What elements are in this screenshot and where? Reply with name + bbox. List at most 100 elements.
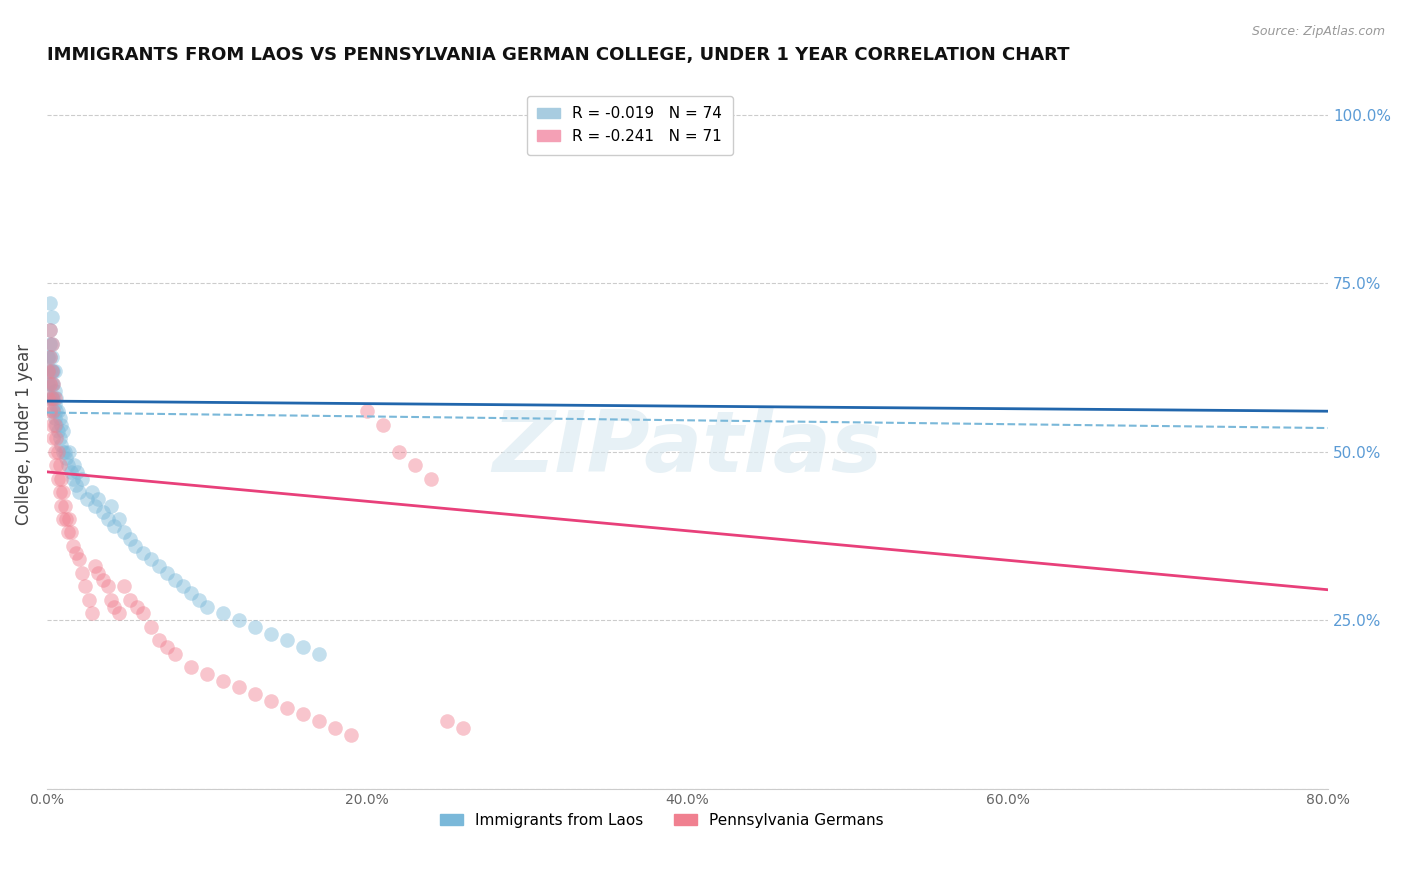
Point <box>39 296 62 310</box>
Point <box>132 607 155 621</box>
Point <box>91 505 114 519</box>
Point <box>51 499 73 513</box>
Point <box>41 364 63 378</box>
Point <box>42 364 65 378</box>
Point <box>66 465 89 479</box>
Point <box>308 714 330 728</box>
Point <box>292 707 315 722</box>
Point <box>163 573 186 587</box>
Point <box>42 377 65 392</box>
Point <box>180 586 202 600</box>
Point <box>70 472 93 486</box>
Point <box>52 425 75 439</box>
Y-axis label: College, Under 1 year: College, Under 1 year <box>15 344 32 525</box>
Point <box>77 592 100 607</box>
Point <box>453 721 475 735</box>
Point <box>148 559 170 574</box>
Point <box>91 573 114 587</box>
Point <box>108 512 131 526</box>
Point <box>44 417 66 432</box>
Point <box>356 404 378 418</box>
Text: IMMIGRANTS FROM LAOS VS PENNSYLVANIA GERMAN COLLEGE, UNDER 1 YEAR CORRELATION CH: IMMIGRANTS FROM LAOS VS PENNSYLVANIA GER… <box>46 46 1070 64</box>
Point <box>48 431 70 445</box>
Point <box>87 491 110 506</box>
Legend: Immigrants from Laos, Pennsylvania Germans: Immigrants from Laos, Pennsylvania Germa… <box>434 806 890 834</box>
Point <box>41 336 63 351</box>
Point <box>55 512 77 526</box>
Point <box>59 525 82 540</box>
Point <box>37 364 59 378</box>
Point <box>42 404 65 418</box>
Point <box>76 491 98 506</box>
Point <box>148 633 170 648</box>
Point <box>112 525 135 540</box>
Point <box>45 391 67 405</box>
Point <box>51 417 73 432</box>
Point <box>51 438 73 452</box>
Point <box>80 607 103 621</box>
Point <box>46 472 69 486</box>
Point <box>228 681 250 695</box>
Point <box>112 579 135 593</box>
Point <box>41 391 63 405</box>
Point <box>58 512 80 526</box>
Point <box>46 444 69 458</box>
Point <box>100 592 122 607</box>
Point <box>39 377 62 392</box>
Point <box>260 626 283 640</box>
Point <box>340 728 363 742</box>
Point <box>45 417 67 432</box>
Point <box>39 351 62 365</box>
Point <box>373 417 395 432</box>
Point <box>243 687 266 701</box>
Point <box>84 559 107 574</box>
Point <box>39 323 62 337</box>
Point <box>46 404 69 418</box>
Text: Source: ZipAtlas.com: Source: ZipAtlas.com <box>1251 25 1385 38</box>
Point <box>44 444 66 458</box>
Point <box>39 404 62 418</box>
Point <box>156 640 179 654</box>
Point <box>103 518 125 533</box>
Point <box>53 444 76 458</box>
Point <box>404 458 426 472</box>
Point <box>75 579 97 593</box>
Point <box>52 485 75 500</box>
Point <box>65 478 87 492</box>
Point <box>39 323 62 337</box>
Point <box>44 364 66 378</box>
Point <box>37 351 59 365</box>
Point <box>39 391 62 405</box>
Point <box>44 391 66 405</box>
Point <box>41 417 63 432</box>
Point <box>67 485 90 500</box>
Point <box>67 552 90 566</box>
Point <box>80 485 103 500</box>
Point <box>42 391 65 405</box>
Point <box>53 499 76 513</box>
Point <box>44 411 66 425</box>
Point <box>42 377 65 392</box>
Point <box>188 592 211 607</box>
Point <box>51 472 73 486</box>
Point <box>108 607 131 621</box>
Point <box>139 620 162 634</box>
Point <box>163 647 186 661</box>
Point <box>39 364 62 378</box>
Point <box>39 336 62 351</box>
Point <box>420 472 443 486</box>
Point <box>62 472 84 486</box>
Point <box>97 579 120 593</box>
Point <box>436 714 458 728</box>
Point <box>97 512 120 526</box>
Point <box>195 599 218 614</box>
Point <box>56 525 79 540</box>
Point <box>41 336 63 351</box>
Point <box>41 310 63 324</box>
Point <box>48 485 70 500</box>
Point <box>63 458 86 472</box>
Point <box>120 592 142 607</box>
Point <box>37 364 59 378</box>
Point <box>87 566 110 580</box>
Point <box>48 458 70 472</box>
